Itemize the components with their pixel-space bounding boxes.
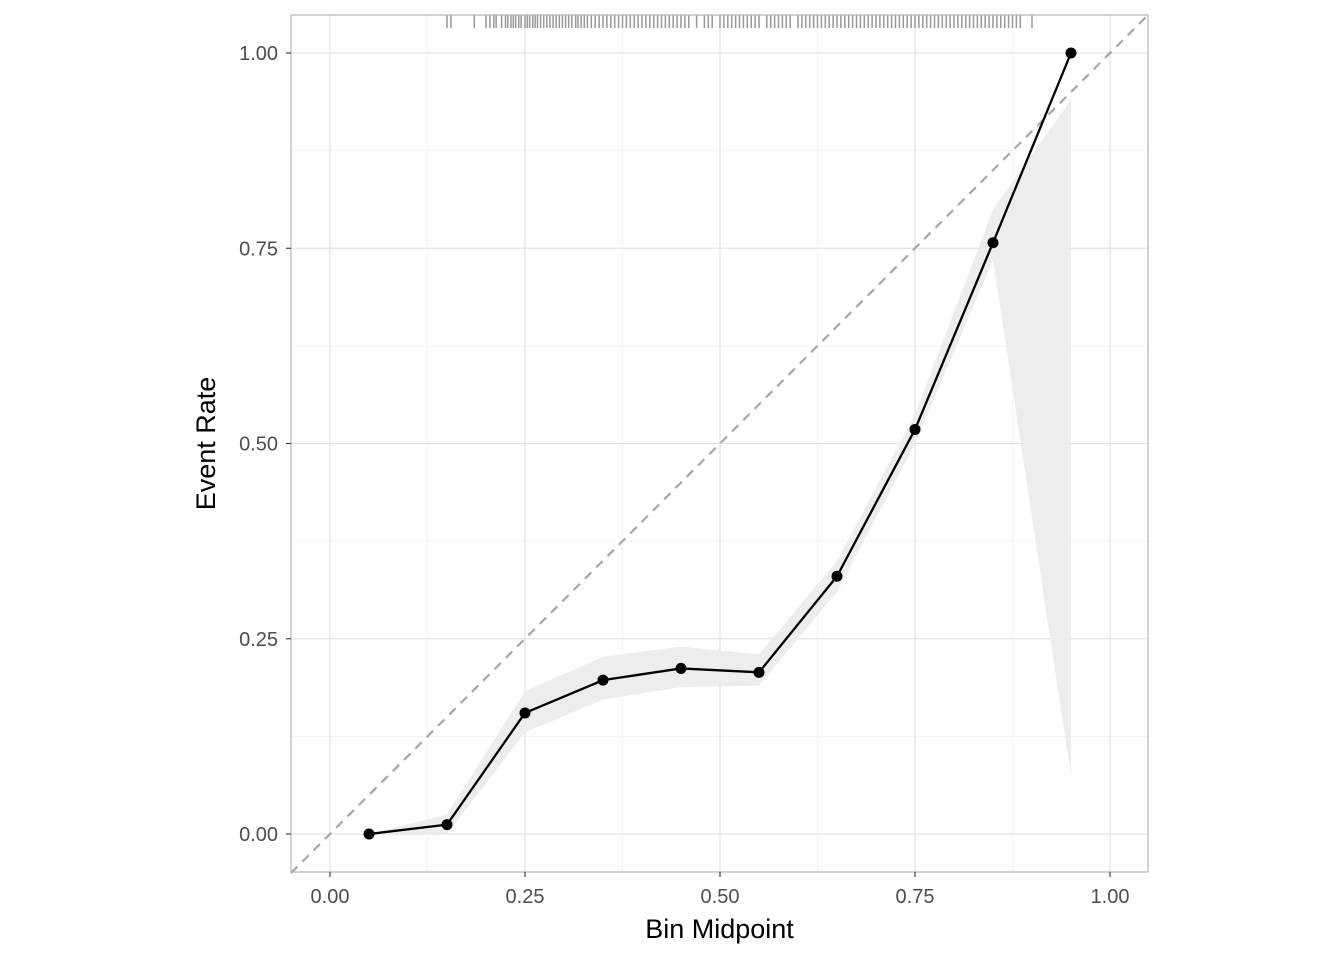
data-point [831,570,843,582]
series-line [368,52,1073,836]
reference-line-group [290,14,1149,874]
x-axis-ticks [329,872,1111,877]
x-axis-tick-labels: 0.00 0.25 0.50 0.75 1.00 [311,886,1130,908]
x-tick-label: 1.00 [1091,886,1130,908]
y-tick-label: 0.50 [239,434,278,456]
y-axis-tick-labels: 0.00 0.25 0.50 0.75 1.00 [239,43,278,846]
series-points-group [363,47,1077,840]
data-point [519,707,531,719]
data-point [675,662,687,674]
data-point [909,423,921,435]
data-point [441,819,453,831]
y-tick-label: 0.00 [239,824,278,846]
data-point [753,666,765,678]
rug-marks-group [446,15,1033,28]
x-tick-label: 0.00 [311,886,350,908]
data-point [363,828,375,840]
reference-diagonal-line [290,14,1149,874]
y-tick-label: 1.00 [239,43,278,65]
y-axis-title: Event Rate [191,377,221,511]
x-axis-title: Bin Midpoint [645,914,794,944]
y-tick-label: 0.75 [239,238,278,260]
series-line-group [368,52,1073,836]
data-point [987,237,999,249]
x-tick-label: 0.25 [506,886,545,908]
data-point [1065,47,1077,59]
x-tick-label: 0.75 [896,886,935,908]
y-axis-ticks [286,52,291,835]
data-point [597,674,609,686]
x-tick-label: 0.50 [701,886,740,908]
y-tick-label: 0.25 [239,629,278,651]
